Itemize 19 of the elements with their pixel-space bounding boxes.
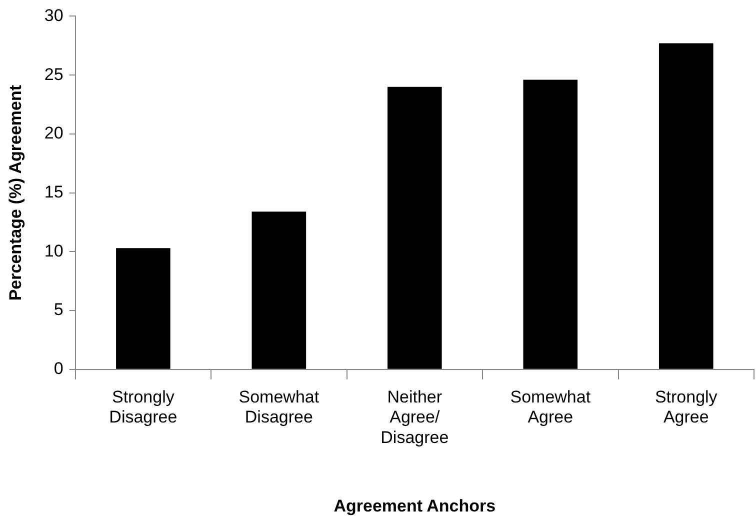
- y-tick-label: 20: [44, 124, 64, 143]
- x-axis-title: Agreement Anchors: [334, 496, 496, 516]
- y-tick-label: 5: [54, 300, 64, 320]
- x-tick-label: Somewhat Disagree: [238, 387, 320, 427]
- y-axis-title: Percentage (%) Agreement: [6, 84, 25, 301]
- y-tick-label: 25: [44, 64, 64, 84]
- bar: [523, 80, 578, 369]
- x-tick-label: Strongly Disagree: [109, 387, 178, 427]
- x-tick-label: Neither Agree/ Disagree: [380, 387, 449, 448]
- bar: [252, 212, 306, 369]
- y-tick-label: 15: [44, 182, 64, 202]
- y-tick-label: 10: [44, 241, 64, 260]
- y-tick-label: 0: [54, 359, 64, 378]
- bar: [116, 248, 170, 369]
- x-tick-label: Somewhat Agree: [510, 387, 591, 427]
- y-tick-label: 30: [44, 6, 64, 25]
- x-tick-label: Strongly Agree: [654, 387, 718, 427]
- bar: [388, 86, 442, 369]
- bar: [658, 43, 714, 369]
